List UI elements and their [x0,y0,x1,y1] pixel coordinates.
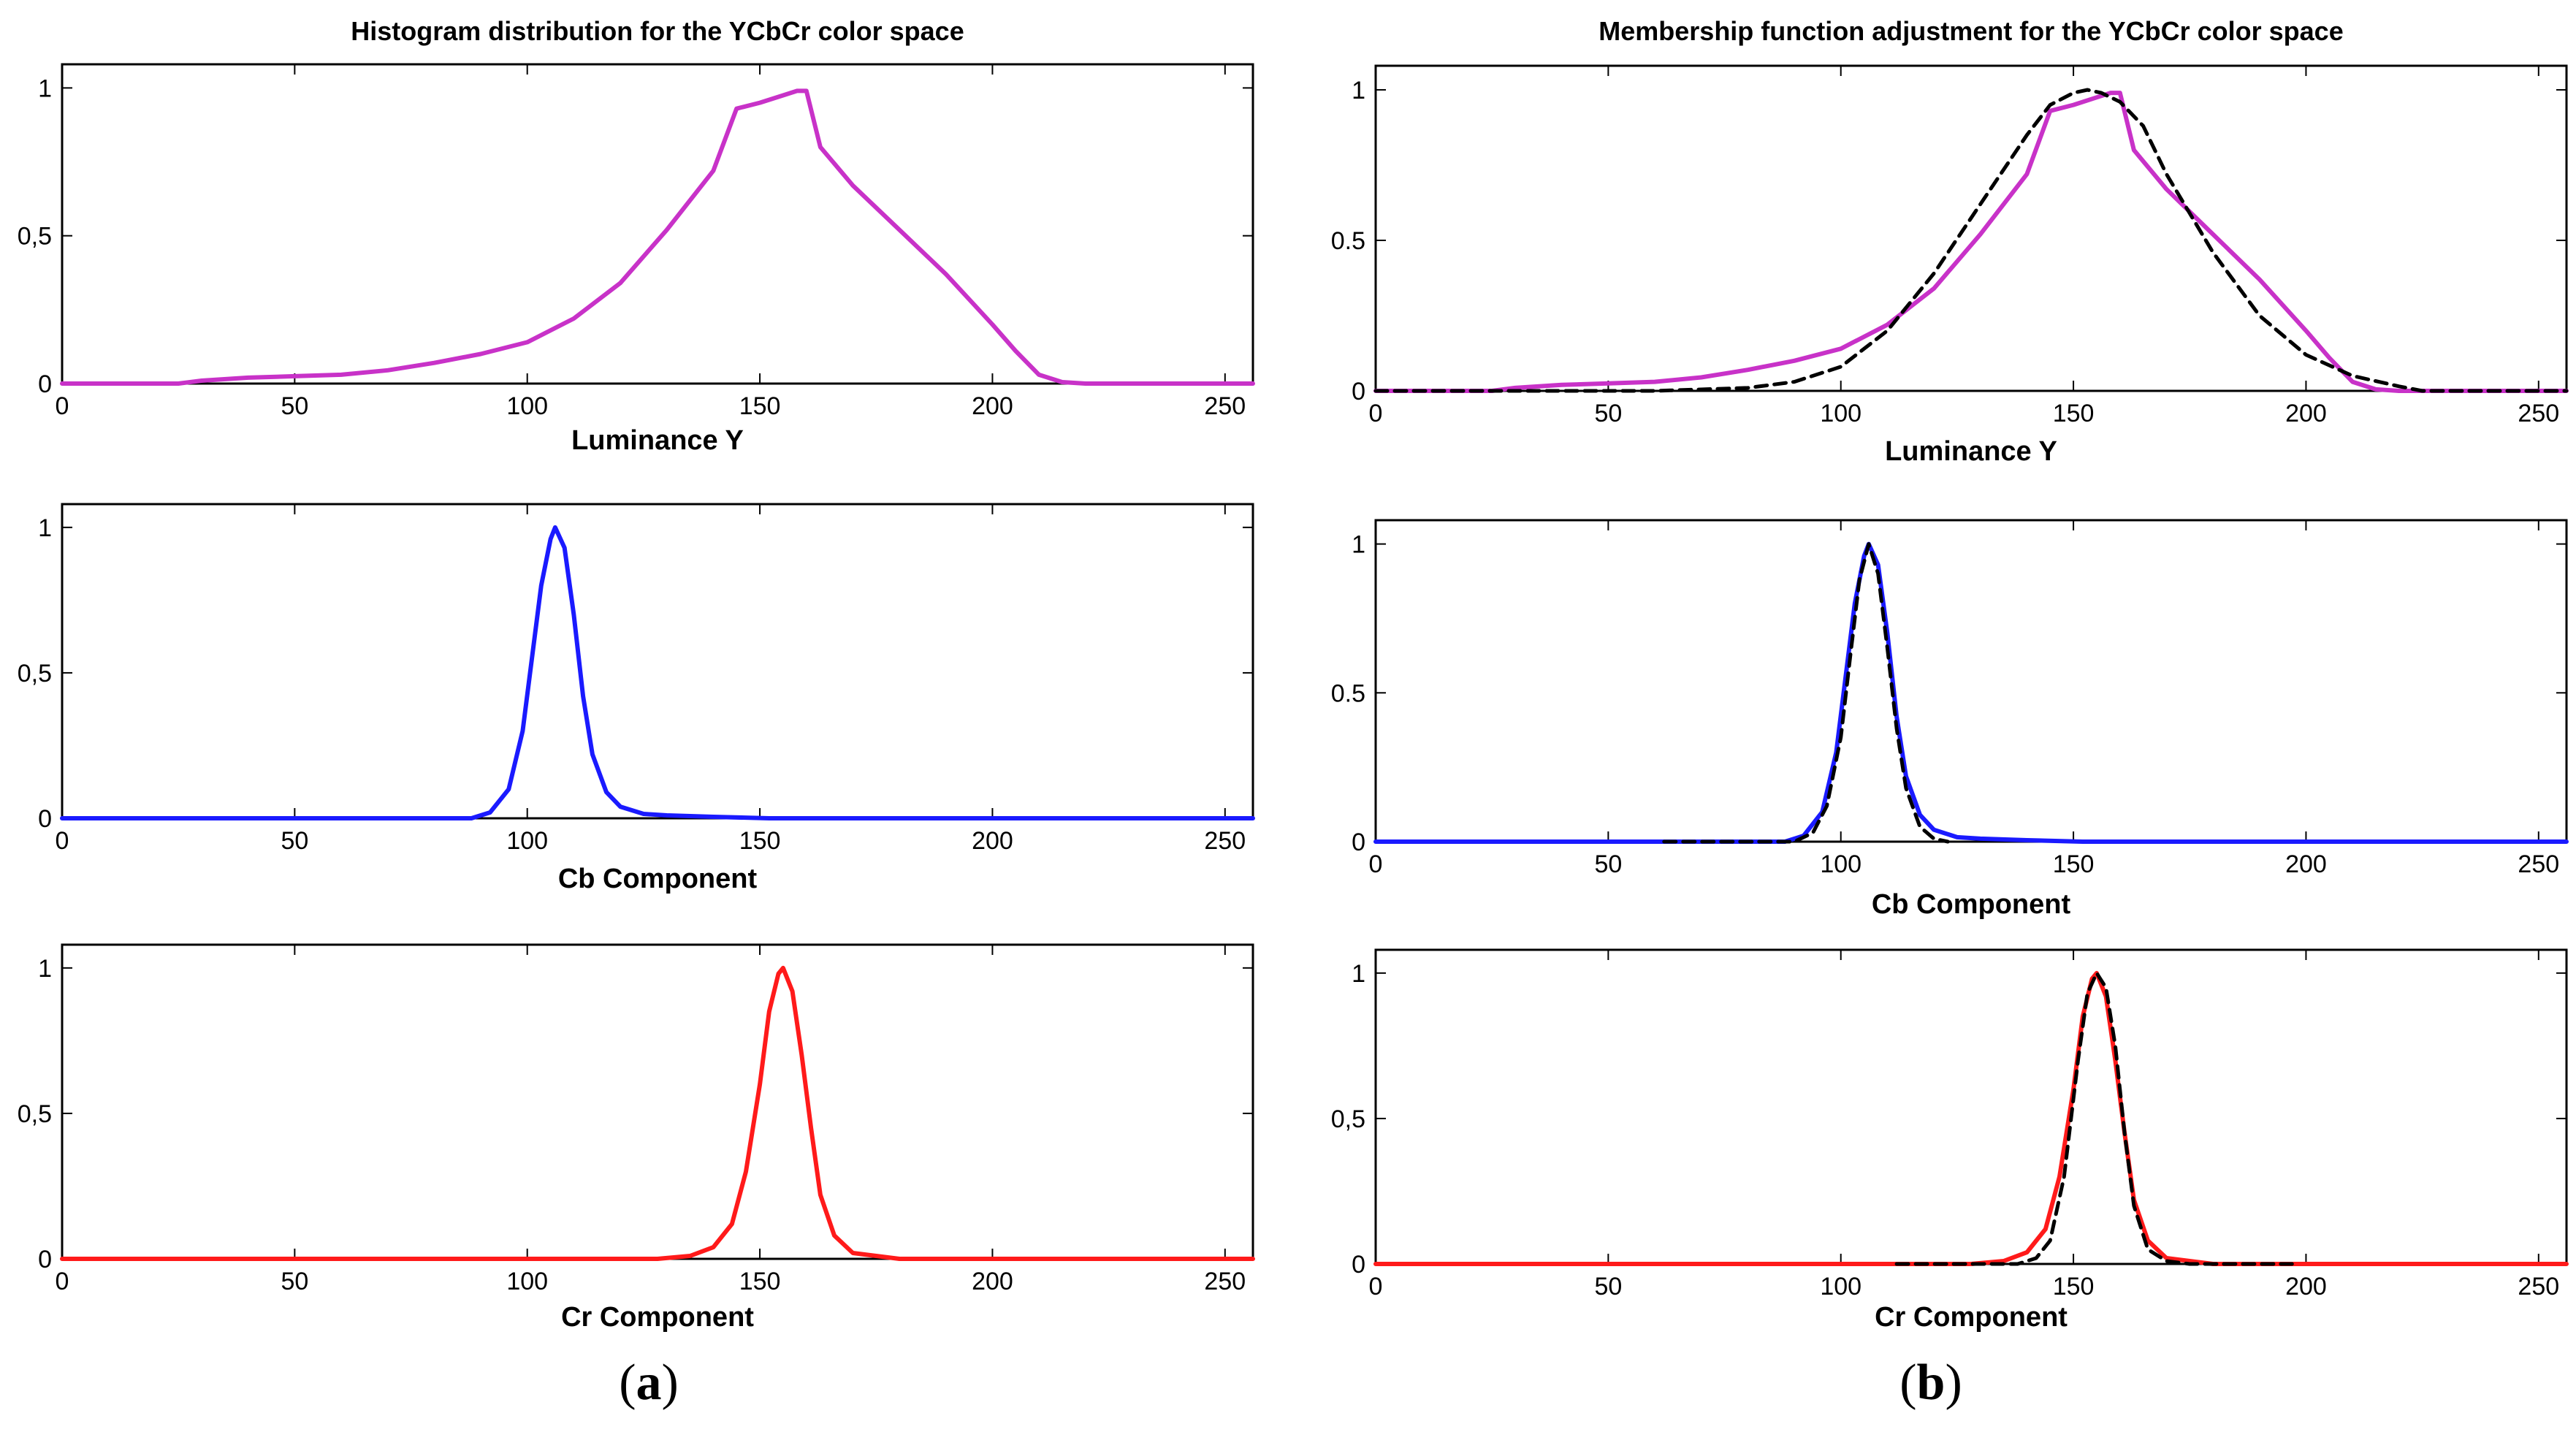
y-tick-label: 0.5 [1331,679,1365,707]
x-tick-label: 200 [2285,400,2327,427]
x-tick-label: 250 [2518,400,2559,427]
axes-frame [61,503,1254,820]
x-axis-label: Luminance Y [571,425,744,456]
x-axis-label: Cr Component [561,1302,754,1333]
x-tick-label: 200 [972,1268,1013,1295]
chart-title: Membership function adjustment for the Y… [1598,16,2343,46]
x-tick-label: 100 [1820,850,1861,878]
x-tick-label: 150 [2053,400,2095,427]
x-tick-label: 250 [1204,827,1246,855]
axes-frame [1374,64,2568,392]
x-tick-label: 0 [56,392,69,420]
x-tick-label: 100 [506,827,548,855]
x-tick-label: 50 [1594,850,1622,878]
x-tick-label: 0 [1369,400,1383,427]
y-tick-label: 1 [38,75,52,102]
series-line-histogram [60,88,1255,386]
x-tick-label: 0 [1369,850,1383,878]
chart-title: Histogram distribution for the YCbCr col… [351,16,964,46]
y-tick-label: 1 [1352,77,1365,104]
caption-b: (b) [1899,1355,1962,1411]
y-tick-label: 0.5 [1331,227,1365,255]
y-tick-label: 0 [38,1246,52,1273]
y-tick-label: 0,5 [18,660,52,688]
x-tick-label: 150 [2053,1273,2095,1300]
y-tick-label: 1 [38,955,52,983]
y-tick-label: 0 [1352,1251,1365,1279]
x-tick-label: 250 [2518,1273,2559,1300]
y-tick-label: 1 [1352,960,1365,988]
x-tick-label: 50 [1594,1273,1622,1300]
series-line-histogram [60,525,1255,820]
x-tick-label: 50 [281,827,308,855]
x-tick-label: 100 [506,1268,548,1295]
x-tick-label: 0 [56,827,69,855]
series-line-fit [1373,88,2569,393]
subplot-b3: 0 50 100 150 200 250 0 0,5 1 Cr Component [1331,948,2569,1333]
x-tick-label: 50 [281,392,308,420]
subplot-b1: 0 50 100 150 200 250 0 0.5 1 Membership function … [1331,16,2569,467]
caption-a: (a) [619,1355,679,1411]
subplot-a3: 0 50 100 150 200 250 0 0,5 1 Cr Component [18,943,1255,1333]
x-tick-label: 0 [56,1268,69,1295]
x-tick-label: 150 [739,827,781,855]
subplot-b2: 0 50 100 150 200 250 0 0.5 1 Cb Component [1331,519,2569,920]
x-tick-label: 200 [2285,1273,2327,1300]
x-tick-label: 250 [1204,392,1246,420]
x-axis-label: Cb Component [558,864,758,894]
x-tick-label: 150 [739,1268,781,1295]
y-tick-label: 1 [38,514,52,542]
series-line-fit [1662,542,1950,844]
x-tick-label: 250 [1204,1268,1246,1295]
x-tick-label: 150 [739,392,781,420]
y-tick-label: 0 [38,805,52,833]
y-tick-label: 1 [1352,531,1365,559]
axes-frame [1374,519,2568,843]
subplot-a1: 0 50 100 150 200 250 0 0,5 1 Histogram distributi… [18,16,1255,456]
series-line-histogram [1373,970,2569,1266]
x-tick-label: 200 [972,827,1013,855]
x-tick-label: 150 [2053,850,2095,878]
x-tick-label: 100 [1820,400,1861,427]
y-tick-label: 0,5 [18,223,52,251]
y-tick-label: 0 [38,370,52,398]
y-tick-label: 0,5 [18,1100,52,1128]
x-tick-label: 200 [972,392,1013,420]
axes-frame [61,63,1254,385]
x-tick-label: 50 [281,1268,308,1295]
y-tick-label: 0 [1352,378,1365,405]
x-tick-label: 100 [1820,1273,1861,1300]
x-axis-label: Luminance Y [1885,436,2057,467]
series-line-histogram [60,965,1255,1261]
x-axis-label: Cr Component [1875,1302,2068,1333]
x-tick-label: 100 [506,392,548,420]
y-tick-label: 0 [1352,829,1365,856]
x-tick-label: 200 [2285,850,2327,878]
x-tick-label: 250 [2518,850,2559,878]
x-axis-label: Cb Component [1872,889,2071,920]
series-line-fit [1894,971,2294,1266]
x-tick-label: 50 [1594,400,1622,427]
y-tick-label: 0,5 [1331,1105,1365,1133]
series-line-histogram [1373,91,2569,393]
x-tick-label: 0 [1369,1273,1383,1300]
subplot-a2: 0 50 100 150 200 250 0 0,5 1 Cb Component [18,503,1255,894]
